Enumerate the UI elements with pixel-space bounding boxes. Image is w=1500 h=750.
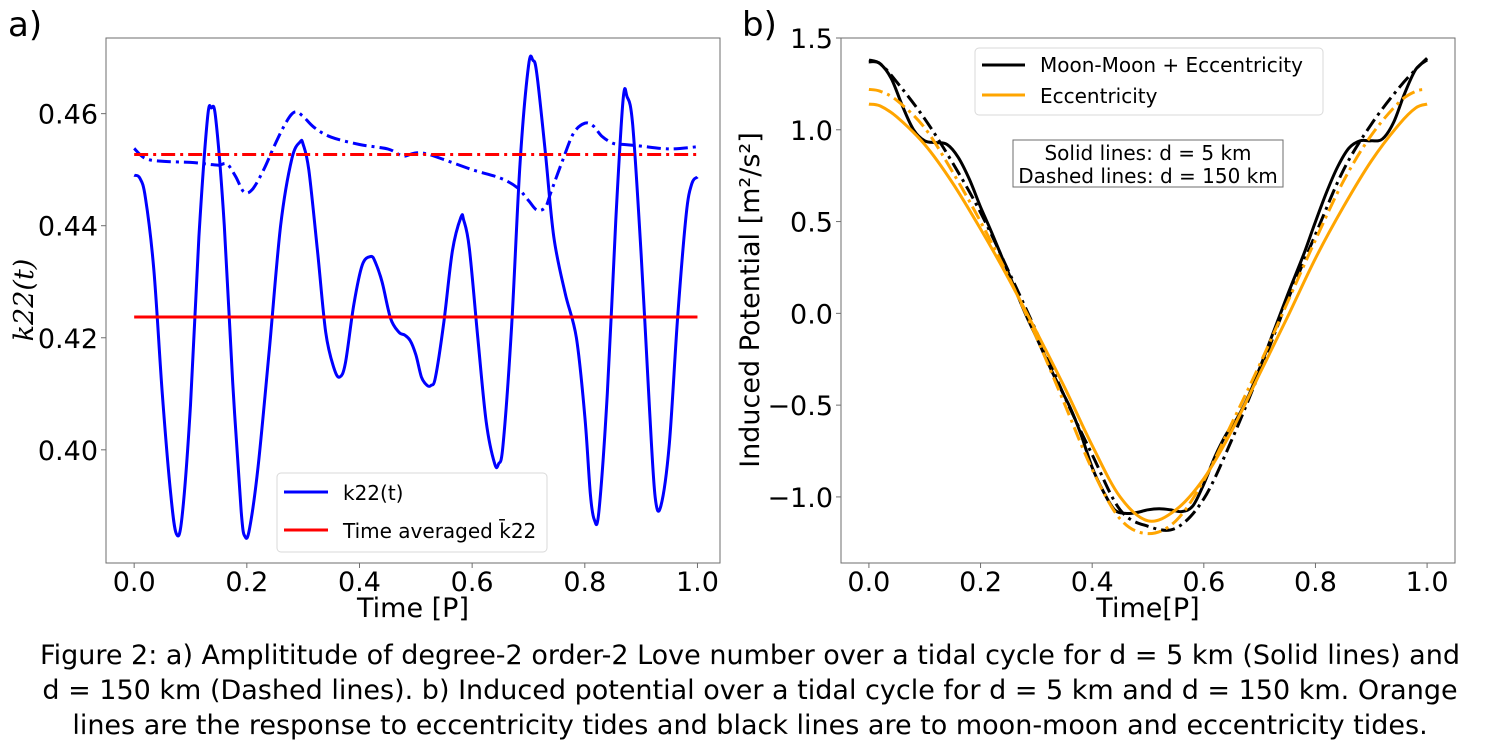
panel-b-x-tick-label: 0.4 xyxy=(1071,567,1114,598)
panel-b-annotation: Solid lines: d = 5 km Dashed lines: d = … xyxy=(1012,139,1284,188)
panel-a-x-tick-label: 0.6 xyxy=(451,567,494,598)
annotation-box xyxy=(1012,139,1284,188)
panel-b-plot-frame xyxy=(840,37,1456,564)
panel-b-y-tick-label: 1.5 xyxy=(790,24,833,55)
panel-b-x-tick-label: 0.6 xyxy=(1182,567,1225,598)
panel-a-x-ticks: 0.0 0.2 0.4 0.6 0.8 1.0 xyxy=(113,563,719,598)
panel-a-x-tick-label: 1.0 xyxy=(676,567,719,598)
caption-line-2: d = 150 km (Dashed lines). b) Induced po… xyxy=(42,675,1458,706)
panel-a-y-axis-label: k22(t) xyxy=(9,259,40,342)
panel-b-x-ticks: 0.0 0.2 0.4 0.6 0.8 1.0 xyxy=(847,563,1449,598)
panel-a-y-tick-label: 0.46 xyxy=(38,100,98,131)
panel-b-x-axis-label: Time[P] xyxy=(1095,593,1199,624)
panel-b-y-ticks: −1.0 −0.5 0.0 0.5 1.0 1.5 xyxy=(767,24,841,514)
panel-b-y-axis-label: Induced Potential [m²/s²] xyxy=(735,132,766,468)
panel-a-x-axis-label: Time [P] xyxy=(356,593,469,624)
panel-b-label: b) xyxy=(742,5,777,45)
panel-a-y-tick-label: 0.42 xyxy=(38,324,98,355)
panel-b-series-line-0 xyxy=(868,58,1429,516)
legend-label-k22: k22(t) xyxy=(343,481,403,505)
panel-b-x-tick-label: 1.0 xyxy=(1406,567,1449,598)
panel-a-series xyxy=(133,54,699,540)
panel-b-series-line-2 xyxy=(868,102,1428,523)
caption-line-1: Figure 2: a) Amplititude of degree-2 ord… xyxy=(40,640,1460,671)
panel-a-x-tick-label: 0.2 xyxy=(225,567,268,598)
legend-label-eccentricity: Eccentricity xyxy=(1040,84,1158,108)
panel-b-x-tick-label: 0.2 xyxy=(959,567,1002,598)
panel-b-y-tick-label: 0.5 xyxy=(790,208,833,239)
panel-b-x-tick-label: 0.8 xyxy=(1294,567,1337,598)
panel-b-series-line-3 xyxy=(868,87,1428,536)
legend-label-moon-moon: Moon-Moon + Eccentricity xyxy=(1040,53,1303,77)
panel-b-x-tick-label: 0.0 xyxy=(847,567,890,598)
annotation-line-solid: Solid lines: d = 5 km xyxy=(1044,141,1251,165)
caption-line-3: lines are the response to eccentricity t… xyxy=(72,710,1428,741)
panel-a-y-tick-label: 0.40 xyxy=(38,436,98,467)
panel-a-legend-box xyxy=(276,472,548,553)
panel-a-series-line-0 xyxy=(133,54,699,540)
panel-b-y-tick-label: −1.0 xyxy=(767,483,833,514)
panel-a-label: a) xyxy=(8,5,42,45)
panel-b-chart: b) 0.0 0.2 0.4 0.6 0.8 1.0 −1.0 −0.5 0.0 0.5 1.0 1… xyxy=(735,5,1456,624)
panel-a-y-ticks: 0.40 0.42 0.44 0.46 xyxy=(38,100,106,467)
panel-b-series xyxy=(868,57,1429,536)
panel-a-legend: k22(t) Time averaged k̄22 xyxy=(276,472,548,553)
panel-a-y-tick-label: 0.44 xyxy=(38,212,98,243)
legend-label-time-averaged: Time averaged k̄22 xyxy=(342,518,536,543)
panel-b-legend-box xyxy=(974,47,1324,116)
panel-a-series-line-1 xyxy=(133,110,698,212)
panel-a-x-tick-label: 0.4 xyxy=(338,567,381,598)
panel-b-series-line-1 xyxy=(868,57,1429,532)
panel-a-chart: a) 0.0 0.2 0.4 0.6 0.8 1.0 0.40 0.42 0.44 0.46 T… xyxy=(8,5,721,624)
panel-a-x-tick-label: 0.0 xyxy=(113,567,156,598)
panel-b-y-tick-label: −0.5 xyxy=(767,391,833,422)
panel-b-legend: Moon-Moon + Eccentricity Eccentricity xyxy=(974,47,1324,116)
annotation-line-dashed: Dashed lines: d = 150 km xyxy=(1018,164,1277,188)
panel-b-y-tick-label: 0.0 xyxy=(790,299,833,330)
figure-caption: Figure 2: a) Amplititude of degree-2 ord… xyxy=(0,638,1500,743)
panel-b-y-tick-label: 1.0 xyxy=(790,116,833,147)
panel-a-x-tick-label: 0.8 xyxy=(563,567,606,598)
